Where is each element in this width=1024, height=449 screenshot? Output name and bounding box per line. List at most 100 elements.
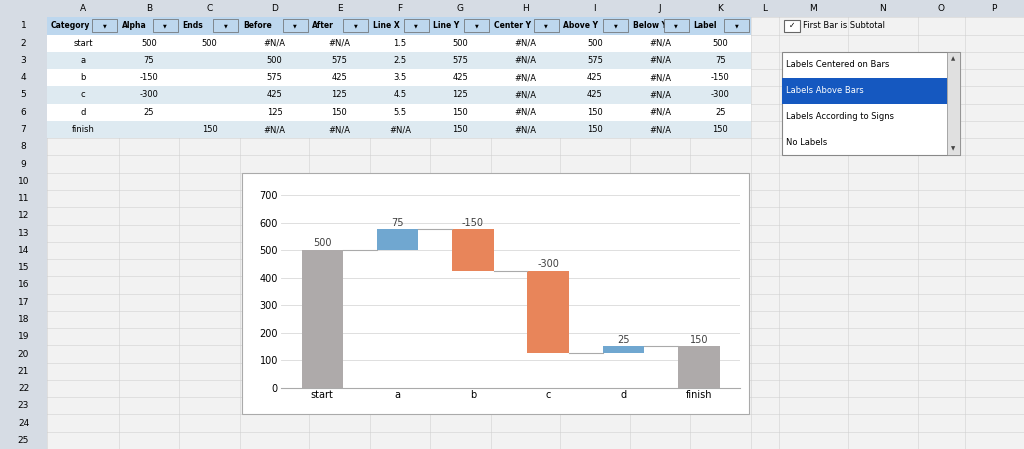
- Text: ▲: ▲: [951, 56, 955, 61]
- Text: 25: 25: [17, 436, 30, 445]
- Text: #N/A: #N/A: [514, 56, 537, 65]
- Bar: [560, 121, 630, 138]
- Bar: [430, 0, 490, 17]
- Text: 22: 22: [17, 384, 29, 393]
- Text: H: H: [522, 4, 528, 13]
- Bar: [560, 0, 630, 17]
- Text: Line X: Line X: [373, 22, 399, 31]
- Bar: [0, 190, 47, 207]
- Text: 11: 11: [17, 194, 30, 203]
- Text: A: A: [80, 4, 86, 13]
- Bar: [370, 35, 430, 52]
- Bar: [690, 35, 751, 52]
- Text: Below Y: Below Y: [633, 22, 667, 31]
- Bar: [690, 104, 751, 121]
- Text: Labels Above Bars: Labels Above Bars: [785, 86, 863, 95]
- Bar: [47, 86, 119, 104]
- Text: 2.5: 2.5: [393, 56, 407, 65]
- Bar: [309, 69, 370, 86]
- Text: Label: Label: [693, 22, 717, 31]
- Bar: [370, 86, 430, 104]
- Bar: [240, 121, 309, 138]
- Text: F: F: [397, 4, 402, 13]
- Text: 75: 75: [715, 56, 726, 65]
- Text: #N/A: #N/A: [329, 39, 350, 48]
- Text: 19: 19: [17, 332, 30, 341]
- Text: ▼: ▼: [544, 23, 548, 28]
- Bar: [370, 52, 430, 69]
- Bar: [47, 52, 119, 69]
- Text: 1.5: 1.5: [393, 39, 407, 48]
- Text: 150: 150: [332, 108, 347, 117]
- Bar: [490, 86, 560, 104]
- Text: L: L: [762, 4, 767, 13]
- Text: Center Y: Center Y: [494, 22, 530, 31]
- Bar: [0, 155, 47, 173]
- Bar: [179, 52, 240, 69]
- Text: 500: 500: [587, 39, 603, 48]
- Text: 6: 6: [20, 108, 27, 117]
- Bar: [490, 0, 560, 17]
- Text: a: a: [80, 56, 85, 65]
- Bar: [240, 35, 309, 52]
- Bar: [309, 52, 370, 69]
- Bar: [965, 0, 1024, 17]
- Text: 17: 17: [17, 298, 30, 307]
- Bar: [92, 19, 118, 32]
- Bar: [47, 69, 119, 86]
- Text: ▼: ▼: [163, 23, 167, 28]
- Text: #N/A: #N/A: [329, 125, 350, 134]
- Bar: [0, 294, 47, 311]
- Text: O: O: [938, 4, 944, 13]
- Text: 150: 150: [202, 125, 217, 134]
- Bar: [560, 52, 630, 69]
- Bar: [309, 0, 370, 17]
- Bar: [490, 121, 560, 138]
- Bar: [0, 138, 47, 155]
- Text: P: P: [991, 4, 997, 13]
- Bar: [179, 0, 240, 17]
- Bar: [0, 345, 47, 363]
- Text: 25: 25: [617, 335, 630, 345]
- Text: 125: 125: [453, 91, 468, 100]
- Bar: [560, 35, 630, 52]
- Bar: [0, 432, 47, 449]
- Text: 9: 9: [20, 159, 27, 168]
- Text: 24: 24: [17, 418, 29, 427]
- Bar: [179, 104, 240, 121]
- Bar: [0, 173, 47, 190]
- Bar: [560, 17, 630, 35]
- Text: 500: 500: [313, 238, 332, 248]
- Bar: [0, 380, 47, 397]
- Bar: [343, 19, 369, 32]
- Text: b: b: [80, 73, 86, 82]
- Text: B: B: [146, 4, 153, 13]
- Text: start: start: [73, 39, 92, 48]
- Text: 12: 12: [17, 211, 30, 220]
- Text: 575: 575: [587, 56, 603, 65]
- Bar: [534, 19, 559, 32]
- Bar: [119, 0, 179, 17]
- Bar: [603, 19, 628, 32]
- Bar: [490, 69, 560, 86]
- Text: Alpha: Alpha: [122, 22, 146, 31]
- Text: 125: 125: [266, 108, 283, 117]
- Text: N: N: [880, 4, 886, 13]
- Bar: [678, 346, 720, 387]
- Text: #N/A: #N/A: [263, 125, 286, 134]
- Text: First Bar is Subtotal: First Bar is Subtotal: [803, 22, 885, 31]
- Bar: [560, 104, 630, 121]
- Text: D: D: [271, 4, 278, 13]
- Bar: [119, 69, 179, 86]
- Bar: [947, 52, 959, 155]
- Bar: [630, 121, 690, 138]
- Bar: [630, 69, 690, 86]
- Bar: [47, 121, 119, 138]
- Text: Before: Before: [243, 22, 271, 31]
- Bar: [47, 35, 119, 52]
- Text: 21: 21: [17, 367, 30, 376]
- Text: ▼: ▼: [951, 146, 955, 151]
- Bar: [302, 250, 343, 387]
- Bar: [430, 86, 490, 104]
- Bar: [490, 35, 560, 52]
